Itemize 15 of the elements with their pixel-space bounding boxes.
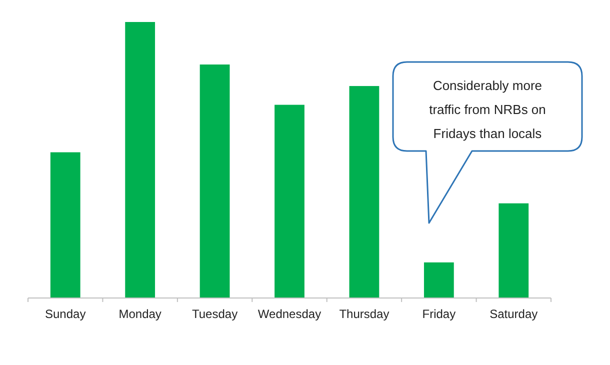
annotation: Considerably more traffic from NRBs on Fridays than locals <box>429 78 546 141</box>
bar <box>274 104 304 298</box>
x-tick-label: Wednesday <box>258 307 322 321</box>
bar <box>125 22 156 298</box>
bar <box>498 203 529 298</box>
bar <box>424 262 454 298</box>
bar <box>50 152 80 298</box>
bar <box>349 86 380 298</box>
x-tick-label: Friday <box>422 307 456 321</box>
bar <box>200 64 230 298</box>
x-tick-label: Thursday <box>339 307 390 321</box>
x-tick-label: Sunday <box>45 307 86 321</box>
x-tick-label: Monday <box>118 307 162 321</box>
x-tick-label: Tuesday <box>192 307 238 321</box>
x-tick-label: Saturday <box>490 307 538 321</box>
